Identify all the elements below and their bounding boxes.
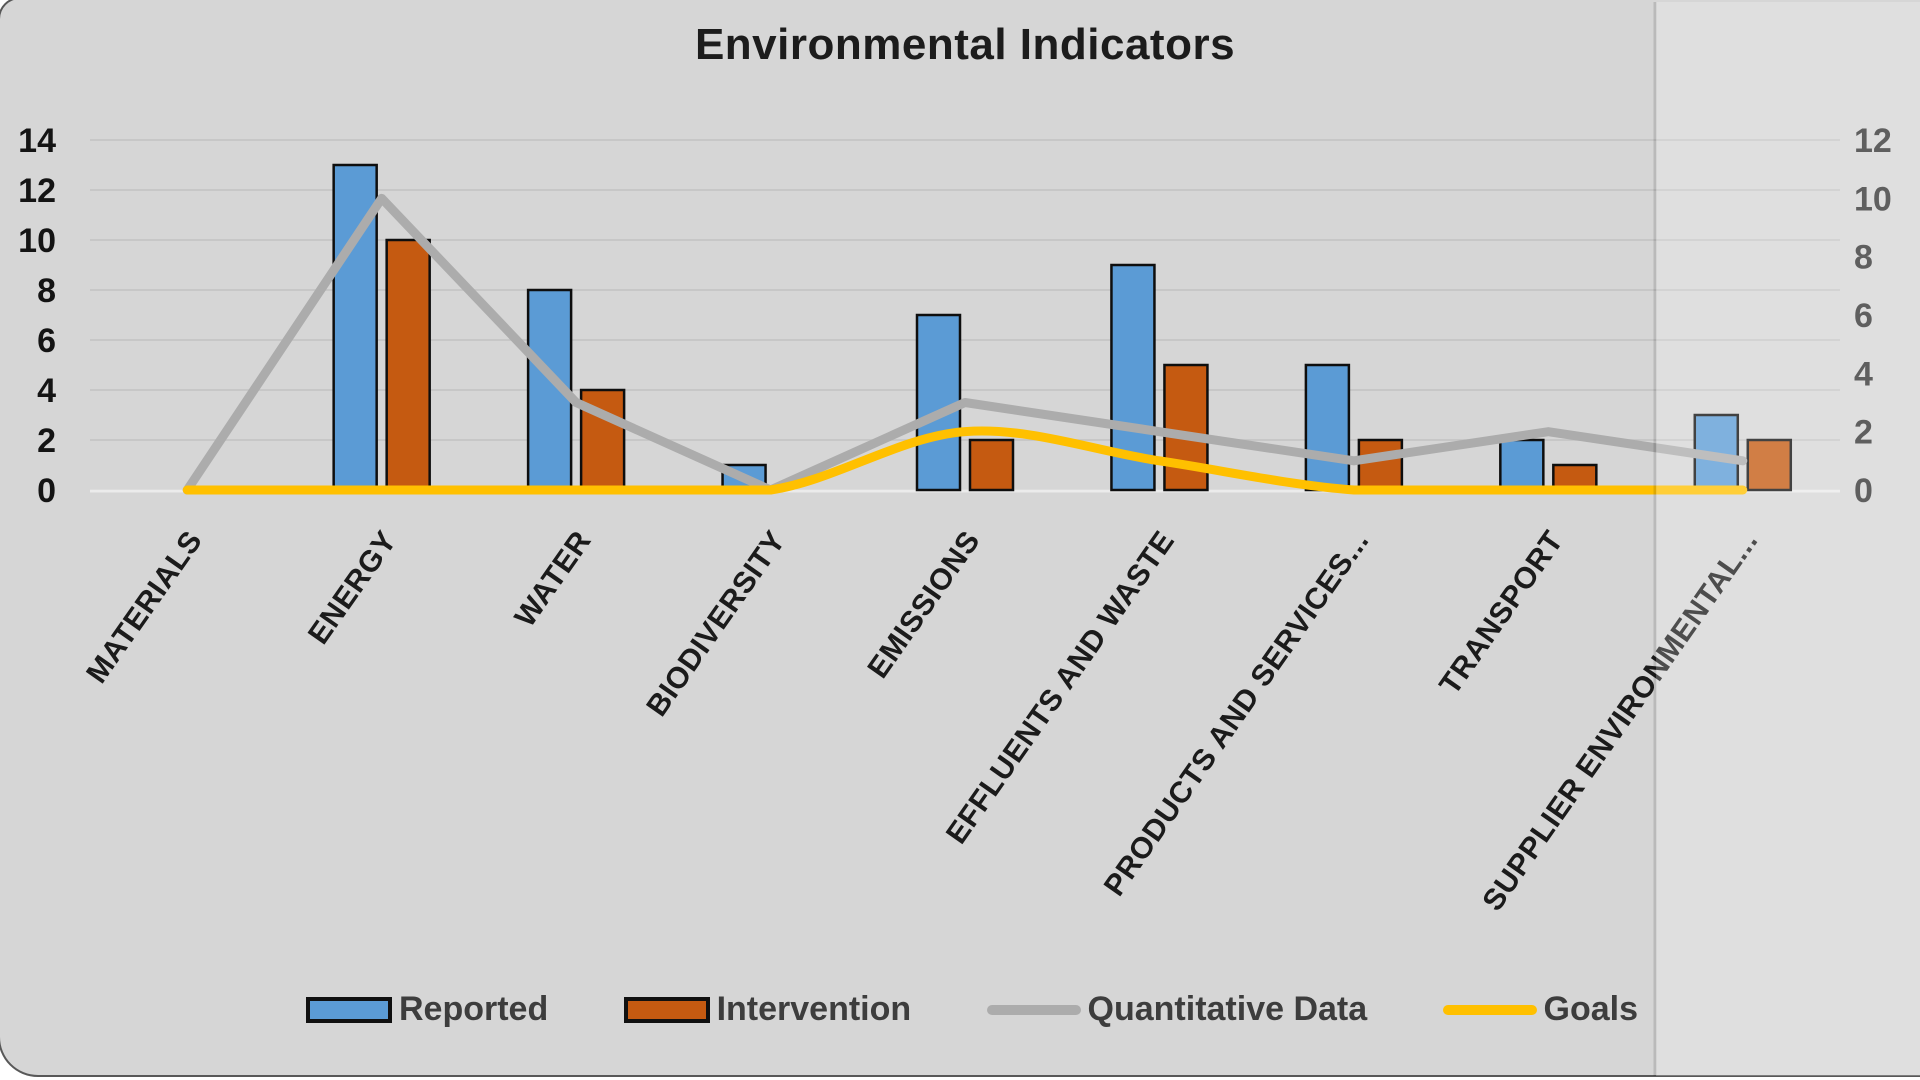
left-axis-tick-labels: 14 12 10 8 6 4 2 0 (18, 122, 56, 510)
left-axis-tick: 12 (18, 172, 56, 210)
left-axis-tick: 0 (37, 472, 56, 510)
right-axis-tick: 6 (1854, 297, 1873, 335)
legend-label: Reported (399, 990, 549, 1028)
legend-label: Intervention (716, 990, 912, 1028)
chart-legend: Reported Intervention Quantitative Data Goa… (306, 990, 1638, 1029)
legend-swatch-bar (306, 996, 392, 1023)
right-axis-tick: 8 (1854, 239, 1873, 277)
category-label: EMISSIONS (862, 525, 987, 684)
left-axis-tick: 6 (37, 322, 56, 360)
legend-swatch-bar (623, 996, 710, 1023)
line-goals (182, 426, 1748, 495)
left-axis-tick: 2 (37, 422, 56, 460)
category-label: WATER (509, 525, 598, 633)
bar (1304, 363, 1351, 492)
left-axis-tick: 8 (37, 272, 56, 310)
right-axis-tick-labels: 12 10 8 6 4 2 0 (1854, 122, 1892, 510)
legend-label: Quantitative Data (1087, 990, 1368, 1028)
category-label: ENERGY (302, 525, 403, 650)
left-axis-tick: 4 (37, 372, 56, 410)
right-axis-tick: 12 (1854, 122, 1892, 160)
category-label: TRANSPORT (1433, 525, 1570, 701)
left-axis-tick: 14 (18, 122, 56, 160)
bar (915, 313, 962, 492)
right-axis-tick: 0 (1854, 472, 1873, 510)
category-label: BIODIVERSITY (640, 525, 792, 722)
bar (1357, 438, 1404, 492)
faded-region-overlay (1656, 2, 1920, 1076)
legend-swatch-line (1442, 1004, 1537, 1015)
category-axis-labels: MATERIALS ENERGY WATER BIODIVERSITY EMISSION… (80, 525, 1764, 917)
legend-item-intervention: Intervention (623, 990, 912, 1029)
right-axis-tick: 10 (1854, 180, 1892, 218)
legend-item-reported: Reported (306, 990, 548, 1029)
line-quantitative-data (182, 193, 1748, 495)
bar (1746, 438, 1793, 492)
category-label: MATERIALS (80, 525, 209, 689)
right-axis-tick: 4 (1854, 355, 1873, 393)
bar (385, 238, 431, 492)
chart-title: Environmental Indicators (694, 20, 1236, 69)
legend-swatch-line (986, 1004, 1081, 1015)
bar (579, 388, 626, 492)
bar (1499, 438, 1545, 492)
left-axis-tick: 10 (18, 222, 56, 260)
category-label: EFFLUENTS AND WASTE (940, 525, 1181, 850)
right-axis-tick: 2 (1854, 414, 1873, 452)
bar-series-intervention (385, 238, 1793, 492)
bar (968, 438, 1015, 492)
legend-label: Goals (1543, 990, 1638, 1028)
legend-item-quantitative-data: Quantitative Data (986, 990, 1368, 1029)
legend-item-goals: Goals (1442, 990, 1638, 1029)
bar-series-reported (332, 163, 1740, 492)
